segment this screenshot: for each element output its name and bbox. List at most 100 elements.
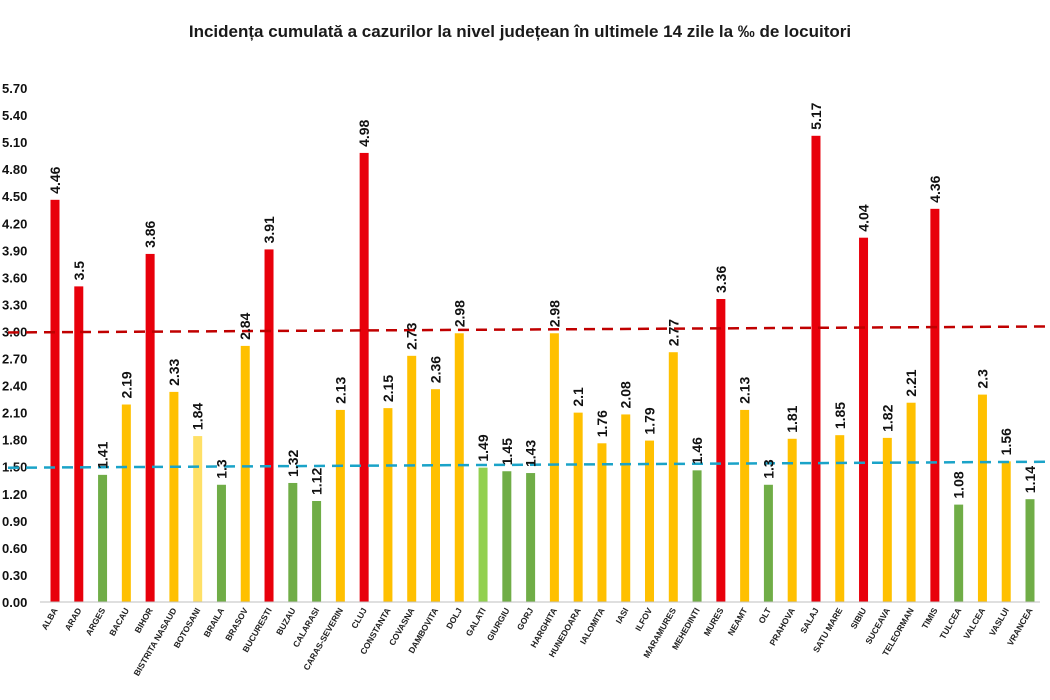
bar xyxy=(573,412,583,602)
y-tick-label: 5.40 xyxy=(2,108,27,123)
chart-title: Incidența cumulată a cazurilor la nivel … xyxy=(189,22,851,41)
y-tick-label: 3.30 xyxy=(2,297,27,312)
y-tick-label: 3.90 xyxy=(2,243,27,258)
bar xyxy=(502,471,512,602)
data-label: 1.85 xyxy=(832,402,848,429)
data-label: 1.43 xyxy=(523,440,539,467)
data-label: 1.46 xyxy=(689,437,705,464)
data-label: 2.33 xyxy=(166,358,182,385)
bar xyxy=(549,333,559,602)
bar xyxy=(930,208,940,602)
bar xyxy=(216,484,226,602)
data-label: 1.08 xyxy=(951,471,967,498)
data-labels: 4.46 3.5 1.41 2.19 3.86 2.33 1.84 1.3 2.84 3.91 1.… xyxy=(47,102,1038,498)
data-label: 2.15 xyxy=(380,375,396,402)
data-label: 2.36 xyxy=(427,356,443,383)
bar xyxy=(407,355,417,602)
bar xyxy=(526,473,536,602)
bar xyxy=(478,467,488,602)
data-label: 2.3 xyxy=(974,369,990,389)
bar xyxy=(430,389,440,602)
data-label: 5.17 xyxy=(808,102,824,129)
data-label: 1.81 xyxy=(784,405,800,432)
data-label: 1.49 xyxy=(475,434,491,461)
data-label: 2.21 xyxy=(903,369,919,396)
data-label: 4.98 xyxy=(356,119,372,146)
data-label: 2.13 xyxy=(737,376,753,403)
threshold-line xyxy=(7,460,1049,469)
y-tick-label: 4.80 xyxy=(2,162,27,177)
data-label: 2.98 xyxy=(451,300,467,327)
y-tick-label: 4.20 xyxy=(2,216,27,231)
bar xyxy=(98,474,108,602)
data-label: 2.1 xyxy=(570,387,586,407)
data-label: 2.84 xyxy=(237,312,253,339)
y-axis-ticks: 0.000.300.600.901.201.501.802.102.402.70… xyxy=(2,81,27,610)
bar xyxy=(882,437,892,602)
data-label: 1.32 xyxy=(285,450,301,477)
bar xyxy=(740,409,750,602)
bar xyxy=(383,408,393,602)
bar xyxy=(240,345,250,602)
data-label: 3.5 xyxy=(71,261,87,281)
data-label: 4.46 xyxy=(47,166,63,193)
bar xyxy=(335,409,345,602)
bar xyxy=(264,249,274,602)
data-label: 1.45 xyxy=(499,438,515,465)
bar xyxy=(859,237,869,602)
bar xyxy=(763,484,773,602)
bar xyxy=(312,501,322,602)
bar xyxy=(145,253,155,603)
bar xyxy=(645,440,655,602)
y-tick-label: 1.80 xyxy=(2,433,27,448)
threshold-line xyxy=(7,325,1049,334)
bar xyxy=(597,443,607,602)
bar xyxy=(811,135,821,603)
bar xyxy=(288,482,298,602)
y-tick-label: 0.30 xyxy=(2,568,27,583)
data-label: 2.98 xyxy=(546,300,562,327)
data-label: 1.3 xyxy=(213,459,229,479)
data-label: 1.84 xyxy=(190,403,206,430)
y-tick-label: 4.50 xyxy=(2,189,27,204)
bar xyxy=(121,404,131,602)
data-label: 1.76 xyxy=(594,410,610,437)
data-label: 1.82 xyxy=(879,404,895,431)
data-label: 2.73 xyxy=(404,322,420,349)
y-tick-label: 2.10 xyxy=(2,406,27,421)
bar xyxy=(668,352,678,602)
bar xyxy=(169,391,179,602)
threshold-lines xyxy=(7,325,1049,469)
y-tick-label: 1.20 xyxy=(2,487,27,502)
data-label: 3.91 xyxy=(261,216,277,243)
data-label: 4.04 xyxy=(856,204,872,231)
y-tick-label: 0.60 xyxy=(2,541,27,556)
y-tick-label: 0.90 xyxy=(2,514,27,529)
y-tick-label: 2.70 xyxy=(2,352,27,367)
bar xyxy=(787,438,797,602)
data-label: 2.77 xyxy=(665,319,681,346)
bar xyxy=(692,470,702,602)
bar xyxy=(906,402,916,602)
bar xyxy=(954,504,964,602)
bar xyxy=(193,436,203,602)
bar xyxy=(74,286,84,602)
bar xyxy=(50,199,60,602)
data-label: 3.86 xyxy=(142,220,158,247)
bar xyxy=(359,152,369,602)
bars-group xyxy=(50,135,1035,603)
bar xyxy=(716,299,726,602)
data-label: 3.36 xyxy=(713,266,729,293)
data-label: 1.3 xyxy=(760,459,776,479)
data-label: 2.13 xyxy=(332,376,348,403)
data-label: 1.12 xyxy=(309,468,325,495)
y-tick-label: 3.60 xyxy=(2,270,27,285)
data-label: 1.14 xyxy=(1022,466,1038,493)
bar xyxy=(1025,499,1035,602)
data-label: 1.41 xyxy=(95,441,111,468)
bar xyxy=(1001,461,1011,602)
data-label: 2.08 xyxy=(618,381,634,408)
y-tick-label: 2.40 xyxy=(2,379,27,394)
